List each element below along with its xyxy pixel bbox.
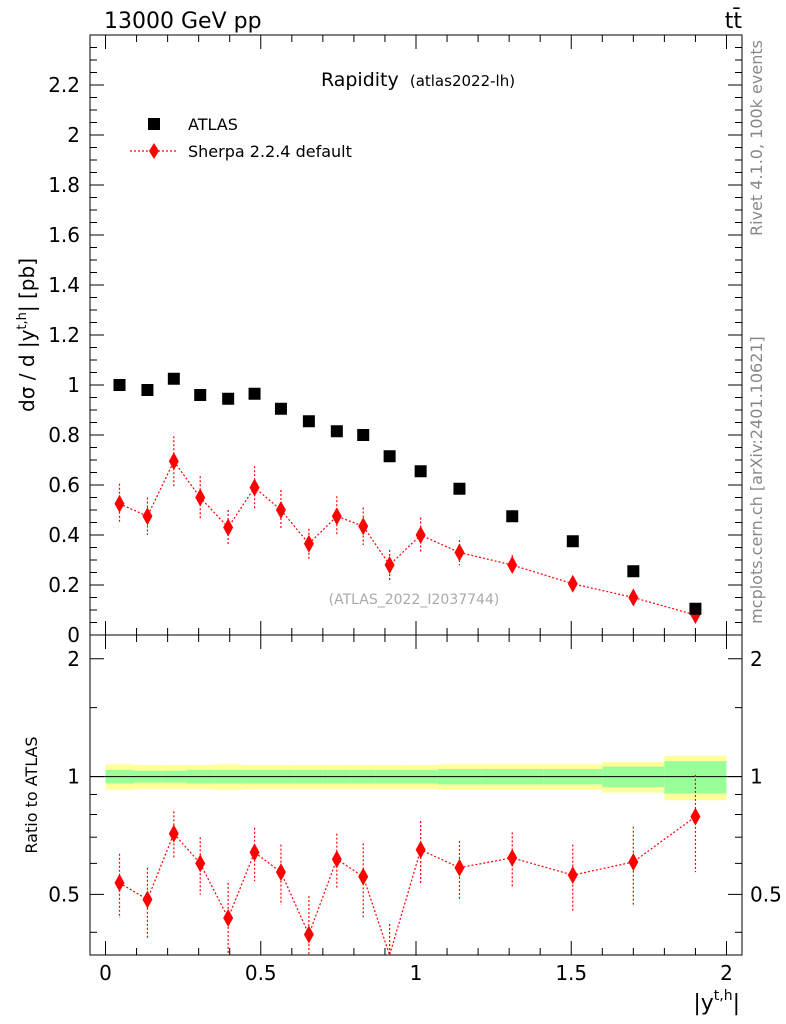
chart-subtitle: (atlas2022-lh)	[410, 72, 515, 90]
y-tick-label: 0.4	[48, 523, 80, 547]
y-tick-label: 2.2	[48, 73, 80, 97]
ratio-point	[303, 925, 314, 944]
sherpa-point	[507, 556, 518, 574]
sherpa-point	[195, 488, 206, 507]
x-tick-label: 1.5	[555, 961, 587, 985]
ratio-point	[275, 863, 286, 882]
atlas-point	[194, 389, 207, 401]
y-tick-label: 1	[67, 373, 80, 397]
atlas-point	[566, 535, 579, 548]
atlas-point	[222, 392, 235, 405]
sherpa-point	[384, 556, 395, 574]
header-process-label: tt̄	[725, 8, 743, 34]
ratio-point	[223, 909, 234, 928]
atlas-point	[627, 565, 640, 578]
sherpa-point	[358, 517, 369, 536]
legend-sherpa-marker	[149, 143, 159, 159]
ratio-sherpa-line	[119, 816, 696, 957]
y-tick-label: 1.2	[48, 323, 80, 347]
atlas-point	[414, 465, 427, 478]
sherpa-point	[275, 501, 286, 519]
ratio-y-axis-label: Ratio to ATLAS	[22, 736, 41, 853]
x-tick-label: 2	[720, 961, 733, 985]
ratio-y-tick-label-right: 1	[750, 765, 763, 789]
ratio-point	[415, 840, 426, 859]
sherpa-point	[168, 452, 179, 471]
legend-atlas-marker	[148, 118, 160, 130]
ratio-point	[195, 854, 206, 873]
ratio-uncertainty-bands	[90, 755, 742, 801]
legend-atlas-label: ATLAS	[188, 115, 238, 134]
atlas-point	[113, 379, 126, 391]
atlas-point	[383, 450, 396, 463]
chart-title-group: Rapidity (atlas2022-lh)	[321, 69, 515, 91]
header-collision-label: 13000 GeV pp	[104, 9, 262, 34]
analysis-watermark: (ATLAS_2022_I2037744)	[329, 592, 500, 608]
y-tick-label: 1.4	[48, 273, 80, 297]
atlas-point	[506, 510, 519, 523]
x-axis-label: |yt,h|	[693, 988, 740, 1016]
x-tick-label: 0.5	[245, 961, 277, 985]
sherpa-point	[303, 534, 314, 553]
ratio-point	[454, 858, 465, 877]
legend: ATLAS Sherpa 2.2.4 default	[130, 115, 352, 161]
sherpa-point	[454, 543, 465, 562]
atlas-point	[689, 602, 702, 615]
axis-tick-labels: 0 0.5 1 1.5 200.20.40.60.811.21.41.61.822.20…	[48, 73, 782, 985]
y-tick-label: 1.8	[48, 173, 80, 197]
ratio-y-tick-label-right: 2	[750, 647, 763, 671]
atlas-point	[453, 482, 466, 495]
y-tick-label: 0	[67, 623, 80, 647]
ratio-y-tick-label-right: 0.5	[750, 882, 782, 906]
sherpa-point	[567, 574, 578, 593]
atlas-point	[248, 387, 261, 400]
ratio-y-tick-label: 1	[67, 765, 80, 789]
ratio-point	[690, 807, 701, 826]
atlas-point	[302, 415, 315, 428]
ratio-point	[507, 848, 518, 867]
x-tick-label: 0	[99, 961, 112, 985]
ratio-y-tick-label: 0.5	[48, 882, 80, 906]
ratio-point	[114, 873, 125, 892]
ratio-point	[249, 843, 260, 862]
atlas-point	[357, 429, 370, 441]
ratio-point	[567, 866, 578, 885]
rivet-version-label: Rivet 4.1.0, 100k events	[747, 40, 766, 236]
y-tick-label: 1.6	[48, 223, 80, 247]
sherpa-point	[628, 588, 639, 607]
sherpa-point	[249, 478, 260, 497]
atlas-point	[167, 372, 180, 385]
atlas-point	[141, 384, 154, 396]
chart-title: Rapidity	[321, 69, 399, 91]
y-tick-label: 0.6	[48, 473, 80, 497]
sherpa-point	[142, 507, 153, 526]
y-axis-label: dσ / d |yt,h| [pb]	[15, 258, 39, 412]
sherpa-line	[119, 460, 696, 616]
ratio-point	[142, 890, 153, 909]
legend-sherpa-label: Sherpa 2.2.4 default	[188, 142, 352, 161]
atlas-point	[274, 402, 287, 415]
ratio-panel-frame	[89, 634, 743, 956]
ratio-sherpa-series	[114, 774, 701, 957]
ratio-point	[628, 852, 639, 871]
ratio-point	[358, 867, 369, 886]
mcplots-label: mcplots.cern.ch [arXiv:2401.10621]	[747, 336, 766, 624]
y-tick-label: 0.2	[48, 573, 80, 597]
ratio-point	[168, 824, 179, 843]
y-tick-label: 0.8	[48, 423, 80, 447]
ratio-point	[331, 850, 342, 869]
ratio-y-tick-label: 2	[67, 647, 80, 671]
x-tick-label: 1	[410, 961, 423, 985]
sherpa-point	[114, 494, 125, 513]
atlas-point	[330, 425, 343, 438]
atlas-series	[113, 372, 702, 615]
y-tick-label: 2	[67, 123, 80, 147]
axis-ticks	[90, 34, 742, 955]
sherpa-point	[415, 526, 426, 544]
sherpa-point	[223, 518, 234, 537]
sherpa-point	[331, 507, 342, 526]
